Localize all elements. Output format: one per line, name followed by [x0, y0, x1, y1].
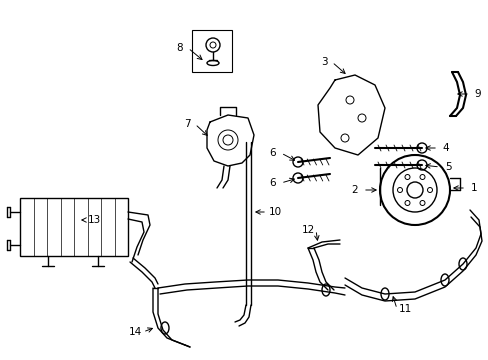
Text: 8: 8 [176, 43, 183, 53]
Text: 7: 7 [183, 119, 190, 129]
Text: 12: 12 [301, 225, 314, 235]
Text: 10: 10 [268, 207, 281, 217]
Bar [20, 198, 128, 256]
Text: 3: 3 [320, 57, 326, 67]
Text: 13: 13 [87, 215, 101, 225]
Text: 14: 14 [128, 327, 142, 337]
Bar [192, 30, 231, 72]
Text: 5: 5 [444, 162, 450, 172]
Text: 2: 2 [351, 185, 358, 195]
Text: 9: 9 [474, 89, 480, 99]
Text: 11: 11 [398, 304, 411, 314]
Text: 4: 4 [442, 143, 448, 153]
Text: 6: 6 [269, 148, 276, 158]
Text: 1: 1 [470, 183, 476, 193]
Text: 6: 6 [269, 178, 276, 188]
